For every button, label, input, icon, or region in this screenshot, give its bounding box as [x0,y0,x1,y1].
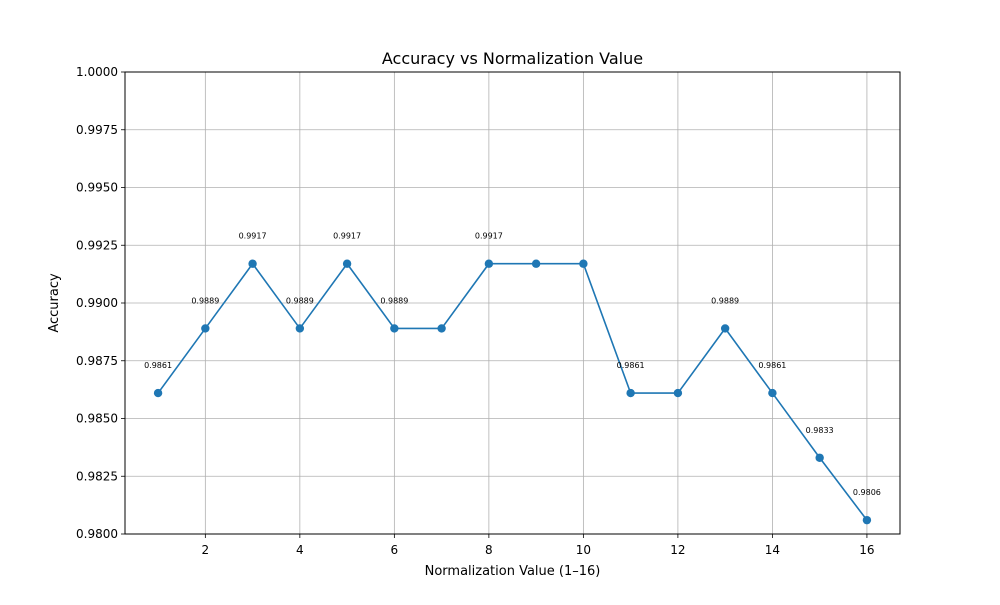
y-tick-label: 0.9850 [76,412,118,426]
data-point [295,324,305,333]
y-tick-label: 0.9950 [76,181,118,195]
y-tick-label: 1.0000 [76,65,118,79]
data-label: 0.9806 [853,488,881,497]
data-point [248,259,257,268]
data-label: 0.9861 [758,361,786,370]
y-tick-label: 0.9900 [76,296,118,310]
data-point [484,259,494,268]
data-point [390,324,399,333]
data-point [768,388,777,398]
data-label: 0.9917 [333,232,361,241]
x-tick-label: 16 [859,543,874,557]
data-labels: 0.9861 0.9889 0.9917 0.9889 0.9917 0.9889 0.99… [144,232,881,497]
data-point [673,388,683,398]
data-label: 0.9917 [239,232,267,241]
x-tick-label: 2 [202,543,210,557]
data-label: 0.9861 [144,361,172,370]
x-tick-label: 4 [296,543,304,557]
y-tick-label: 0.9975 [76,123,118,137]
y-tick-label: 0.9800 [76,527,118,541]
data-label: 0.9889 [191,296,219,305]
x-tick-label: 10 [576,543,591,557]
data-point [626,388,635,398]
y-axis-label: Accuracy [47,273,62,333]
x-tick-label: 14 [765,543,780,557]
data-label: 0.9889 [380,296,408,305]
data-label: 0.9833 [806,426,834,435]
data-label: 0.9889 [286,296,314,305]
grid-lines [125,71,900,535]
data-point [437,324,446,333]
data-point [531,259,541,268]
x-tick-label: 8 [485,543,493,557]
x-tick-label: 6 [391,543,399,557]
data-point [153,388,163,398]
data-label: 0.9917 [475,232,503,241]
y-tick-label: 0.9825 [76,469,118,483]
data-label: 0.9861 [617,361,645,370]
data-label: 0.9889 [711,296,739,305]
data-point [815,453,824,462]
series-layer [153,259,872,525]
data-point [579,259,588,268]
data-point [201,324,210,333]
x-axis-label: Normalization Value (1–16) [425,564,601,579]
y-axis: 0.9800 0.9825 0.9850 0.9875 0.9900 0.9925 0.99… [76,65,125,541]
chart-title: Accuracy vs Normalization Value [382,49,643,68]
data-point [720,324,730,333]
data-point [862,515,872,525]
x-tick-label: 12 [670,543,685,557]
y-tick-label: 0.9875 [76,354,118,368]
y-tick-label: 0.9925 [76,238,118,252]
data-point [342,259,352,268]
x-axis: 2 4 6 8 10 12 14 16 [202,534,875,557]
series-line [157,262,868,521]
